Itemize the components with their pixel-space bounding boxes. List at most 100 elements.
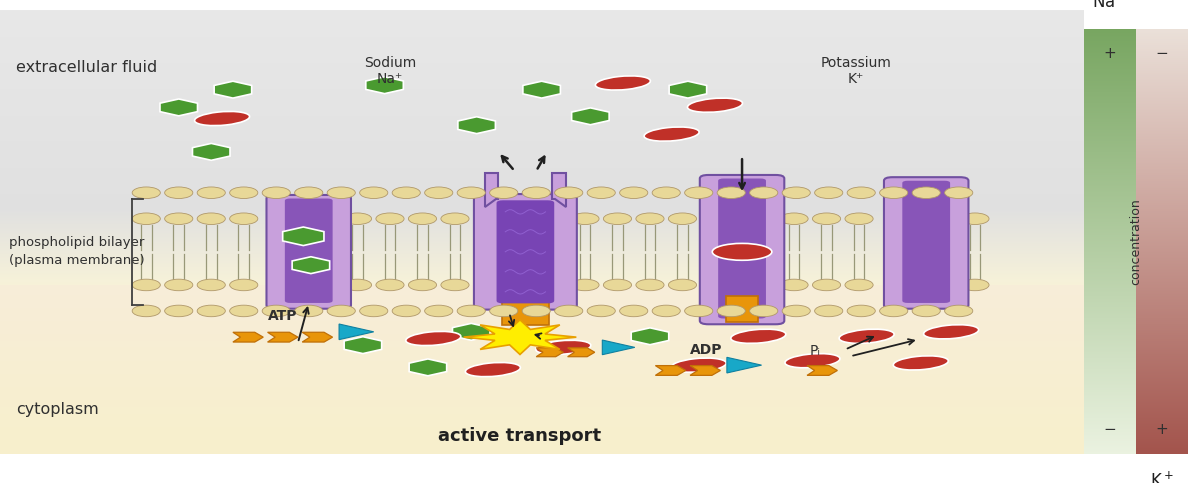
Circle shape: [603, 279, 632, 291]
Circle shape: [344, 279, 371, 291]
Circle shape: [393, 187, 420, 199]
Ellipse shape: [687, 98, 742, 112]
Text: −: −: [1155, 46, 1168, 61]
Polygon shape: [536, 348, 564, 357]
Polygon shape: [452, 324, 490, 340]
Circle shape: [847, 187, 875, 199]
Polygon shape: [669, 81, 706, 98]
Polygon shape: [344, 337, 382, 354]
Circle shape: [571, 279, 598, 291]
Circle shape: [165, 213, 193, 225]
Circle shape: [165, 187, 193, 199]
Text: extracellular fluid: extracellular fluid: [17, 60, 158, 75]
Circle shape: [230, 213, 257, 225]
Circle shape: [327, 305, 356, 317]
Circle shape: [620, 187, 648, 199]
Ellipse shape: [644, 127, 699, 141]
Circle shape: [198, 305, 225, 317]
Circle shape: [554, 187, 583, 199]
Circle shape: [636, 213, 664, 225]
Circle shape: [961, 213, 989, 225]
FancyBboxPatch shape: [700, 175, 784, 324]
Circle shape: [262, 305, 291, 317]
Circle shape: [652, 305, 680, 317]
Text: concentration: concentration: [1130, 198, 1142, 285]
Polygon shape: [339, 324, 373, 340]
Polygon shape: [193, 143, 230, 160]
Circle shape: [425, 305, 452, 317]
Ellipse shape: [466, 363, 521, 377]
Circle shape: [165, 305, 193, 317]
Polygon shape: [214, 81, 251, 98]
Text: K$^+$: K$^+$: [1150, 471, 1173, 483]
Text: active transport: active transport: [438, 427, 602, 445]
Circle shape: [961, 279, 989, 291]
FancyBboxPatch shape: [497, 200, 554, 303]
Ellipse shape: [785, 354, 840, 368]
Polygon shape: [463, 320, 576, 355]
Circle shape: [522, 305, 551, 317]
Polygon shape: [160, 99, 198, 116]
Polygon shape: [233, 332, 263, 342]
Circle shape: [230, 187, 257, 199]
Ellipse shape: [672, 358, 727, 372]
Polygon shape: [656, 366, 686, 375]
FancyBboxPatch shape: [903, 181, 950, 303]
Circle shape: [749, 187, 778, 199]
Ellipse shape: [712, 243, 772, 260]
Circle shape: [571, 213, 598, 225]
Circle shape: [815, 305, 843, 317]
Circle shape: [780, 279, 808, 291]
Circle shape: [408, 279, 437, 291]
Text: cytoplasm: cytoplasm: [17, 402, 99, 417]
Polygon shape: [485, 173, 498, 207]
Circle shape: [376, 279, 405, 291]
Polygon shape: [523, 81, 560, 98]
Circle shape: [490, 305, 518, 317]
Circle shape: [440, 213, 469, 225]
Ellipse shape: [406, 331, 461, 345]
Polygon shape: [725, 296, 759, 322]
Polygon shape: [292, 257, 329, 273]
Circle shape: [393, 305, 420, 317]
Circle shape: [230, 305, 257, 317]
Circle shape: [880, 305, 907, 317]
Circle shape: [457, 187, 485, 199]
Circle shape: [294, 305, 323, 317]
Circle shape: [749, 305, 778, 317]
Circle shape: [198, 279, 225, 291]
Polygon shape: [567, 348, 595, 357]
Polygon shape: [631, 328, 669, 345]
Polygon shape: [268, 332, 298, 342]
Circle shape: [845, 213, 873, 225]
Text: Na⁺: Na⁺: [377, 71, 403, 85]
Circle shape: [457, 305, 485, 317]
Circle shape: [359, 187, 388, 199]
Circle shape: [912, 305, 941, 317]
Circle shape: [132, 187, 160, 199]
FancyBboxPatch shape: [718, 179, 766, 318]
Text: K⁺: K⁺: [847, 71, 864, 85]
Circle shape: [165, 279, 193, 291]
Polygon shape: [409, 359, 446, 376]
FancyBboxPatch shape: [267, 195, 351, 309]
Circle shape: [132, 279, 160, 291]
Circle shape: [847, 305, 875, 317]
Circle shape: [685, 305, 712, 317]
Circle shape: [620, 305, 648, 317]
FancyBboxPatch shape: [285, 199, 333, 303]
Circle shape: [294, 187, 323, 199]
Circle shape: [717, 187, 746, 199]
Circle shape: [668, 213, 697, 225]
Ellipse shape: [731, 329, 785, 343]
Ellipse shape: [595, 76, 650, 90]
Polygon shape: [807, 366, 838, 375]
Circle shape: [588, 305, 615, 317]
Text: −: −: [1104, 422, 1117, 437]
Circle shape: [782, 305, 810, 317]
Circle shape: [944, 187, 973, 199]
Circle shape: [198, 213, 225, 225]
Ellipse shape: [893, 356, 948, 370]
Circle shape: [327, 187, 356, 199]
Ellipse shape: [536, 341, 591, 355]
